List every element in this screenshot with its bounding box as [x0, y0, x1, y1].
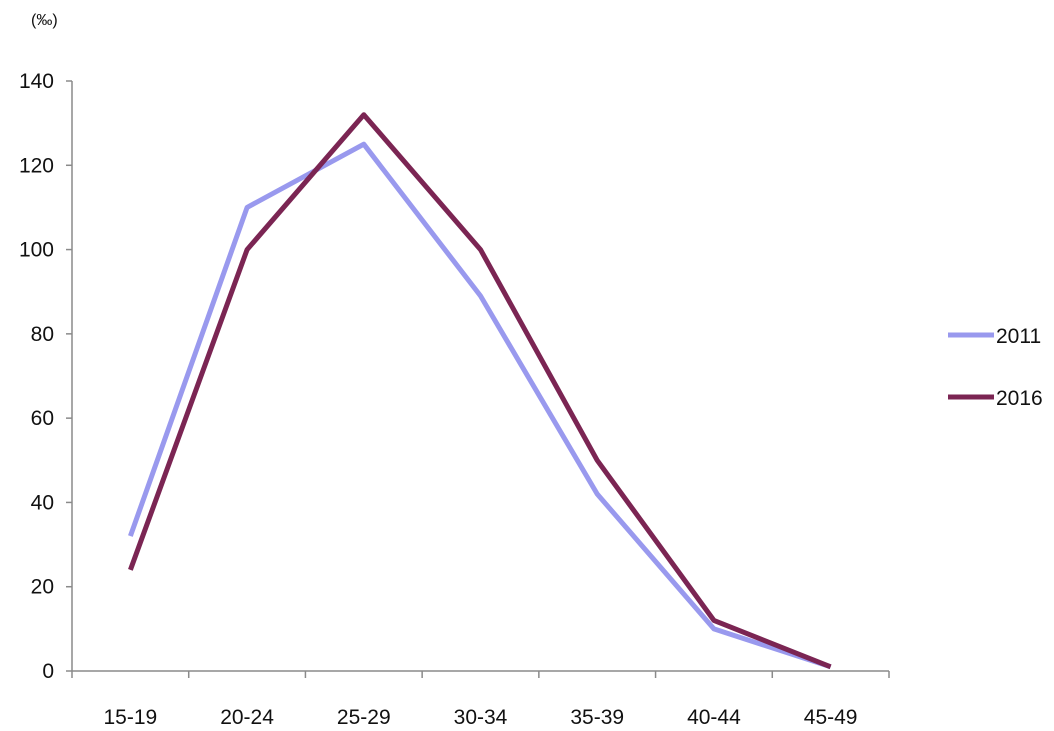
- series-lines: [128, 112, 832, 670]
- y-tick-label: 0: [42, 660, 54, 683]
- series-line-2016: [128, 112, 832, 670]
- legend-label-2016: 2016: [996, 387, 1043, 410]
- x-tick-label: 15-19: [103, 706, 157, 729]
- legend: 2011 2016: [948, 325, 1043, 410]
- y-tick-label: 120: [19, 154, 54, 177]
- x-tick-label: 20-24: [220, 706, 274, 729]
- y-tick-label: 20: [31, 576, 54, 599]
- y-tick-label: 100: [19, 239, 54, 262]
- x-tick-label: 25-29: [337, 706, 391, 729]
- y-tick-label: 40: [31, 491, 54, 514]
- ticks: 0 20 40 60 80 100 120 140 15-19 20-24 25-29 30-34 35…: [19, 70, 890, 729]
- x-tick-label: 30-34: [454, 706, 508, 729]
- y-tick-label: 60: [31, 407, 54, 430]
- x-tick-label: 35-39: [570, 706, 624, 729]
- x-tick-label: 45-49: [804, 706, 858, 729]
- axes: [71, 81, 889, 672]
- y-axis-unit-label: (‰): [31, 12, 58, 29]
- x-tick-label: 40-44: [687, 706, 741, 729]
- series-line-2011: [128, 141, 832, 670]
- y-tick-label: 140: [19, 70, 54, 93]
- legend-label-2011: 2011: [996, 325, 1041, 348]
- y-tick-label: 80: [31, 323, 54, 346]
